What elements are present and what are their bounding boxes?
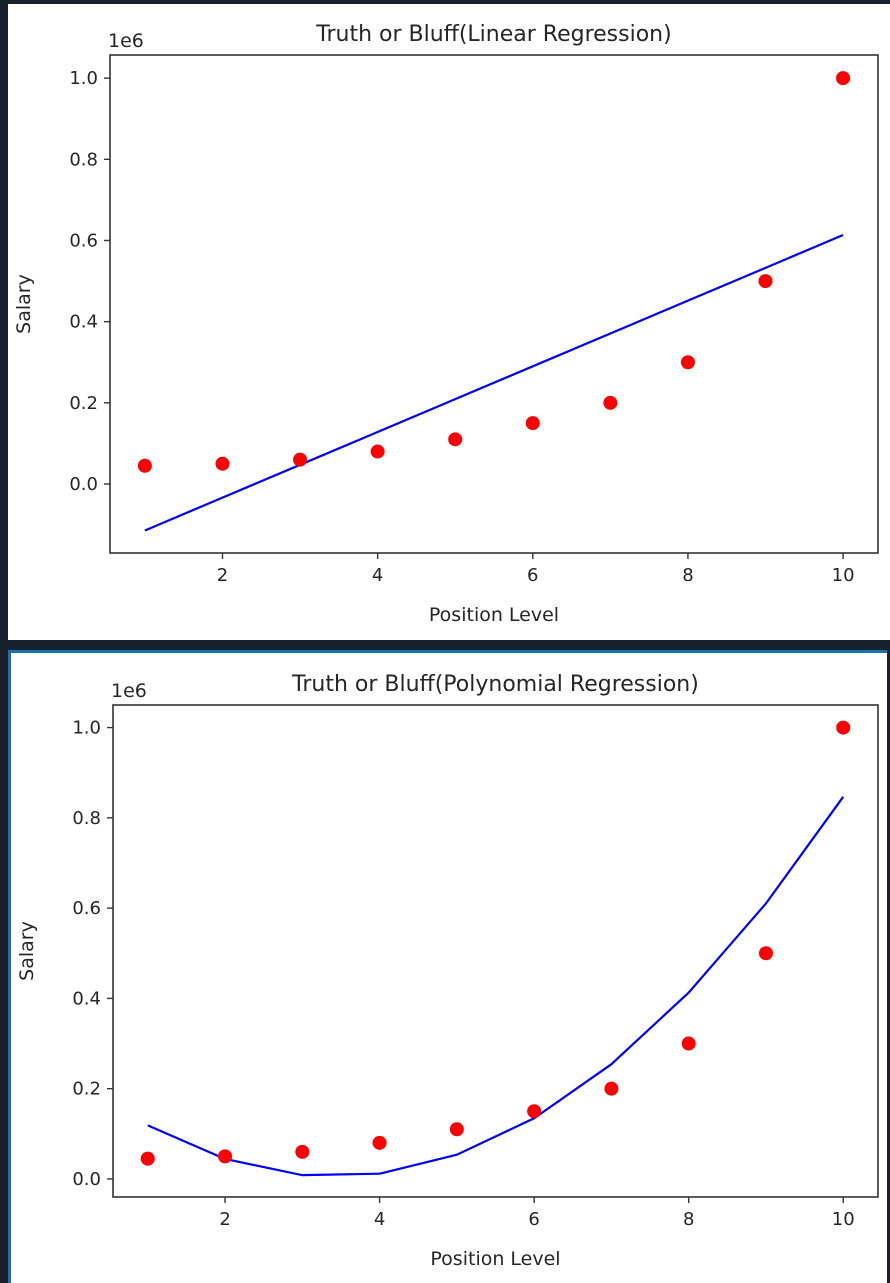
data-point — [604, 1081, 619, 1096]
y-tick-label: 0.6 — [72, 898, 101, 919]
x-tick-label: 4 — [372, 565, 383, 586]
y-tick-label: 0.4 — [72, 988, 101, 1009]
data-point — [137, 458, 152, 473]
y-tick-label: 0.8 — [72, 808, 101, 829]
x-tick-label: 6 — [528, 1209, 539, 1230]
data-point — [140, 1151, 155, 1166]
polynomial-regression-panel: Truth or Bluff(Polynomial Regression) Pos… — [8, 650, 887, 1283]
chart-title: Truth or Bluff(Polynomial Regression) — [291, 672, 699, 697]
data-point — [295, 1144, 310, 1159]
x-tick-label: 10 — [832, 1209, 855, 1230]
y-axis-label: Salary — [16, 921, 38, 981]
data-point — [680, 355, 695, 370]
x-tick-label: 2 — [219, 1209, 230, 1230]
data-point — [603, 395, 618, 410]
data-point — [681, 1036, 696, 1051]
x-tick-label: 8 — [682, 565, 693, 586]
regression-line — [147, 796, 845, 1177]
x-tick-label: 2 — [217, 565, 228, 586]
y-axis-label: Salary — [13, 274, 35, 334]
data-point — [758, 274, 773, 289]
polynomial-regression-chart: Truth or Bluff(Polynomial Regression) Pos… — [16, 672, 879, 1270]
y-tick-label: 1.0 — [72, 718, 101, 739]
data-point — [836, 720, 851, 735]
data-point — [293, 452, 308, 467]
data-point — [525, 416, 540, 431]
y-tick-label: 0.0 — [69, 474, 98, 495]
y-tick-label: 0.6 — [69, 230, 98, 251]
x-tick-label: 4 — [374, 1209, 385, 1230]
y-tick-label: 1.0 — [69, 68, 98, 89]
x-tick-label: 8 — [683, 1209, 694, 1230]
regression-line — [144, 233, 844, 532]
plot-frame — [109, 54, 879, 554]
chart-title: Truth or Bluff(Linear Regression) — [315, 22, 671, 47]
data-point — [527, 1104, 542, 1119]
data-point — [372, 1135, 387, 1150]
linear-regression-chart: Truth or Bluff(Linear Regression) Positio… — [13, 22, 879, 626]
y-tick-label: 0.2 — [69, 393, 98, 414]
x-axis-label: Position Level — [430, 1248, 560, 1270]
linear-regression-panel: Truth or Bluff(Linear Regression) Positio… — [8, 4, 890, 640]
data-point — [758, 946, 773, 961]
data-point — [448, 432, 463, 447]
y-offset-label: 1e6 — [111, 680, 147, 702]
data-point — [836, 71, 851, 86]
y-tick-label: 0.4 — [69, 312, 98, 333]
x-axis-label: Position Level — [429, 604, 559, 626]
data-point — [370, 444, 385, 459]
y-tick-label: 0.2 — [72, 1079, 101, 1100]
y-tick-label: 0.8 — [69, 149, 98, 170]
data-point — [218, 1149, 233, 1164]
x-tick-label: 10 — [832, 565, 855, 586]
x-tick-label: 6 — [527, 565, 538, 586]
plot-frame — [112, 704, 879, 1198]
data-point — [215, 456, 230, 471]
data-point — [449, 1122, 464, 1137]
y-offset-label: 1e6 — [108, 30, 144, 52]
y-tick-label: 0.0 — [72, 1169, 101, 1190]
